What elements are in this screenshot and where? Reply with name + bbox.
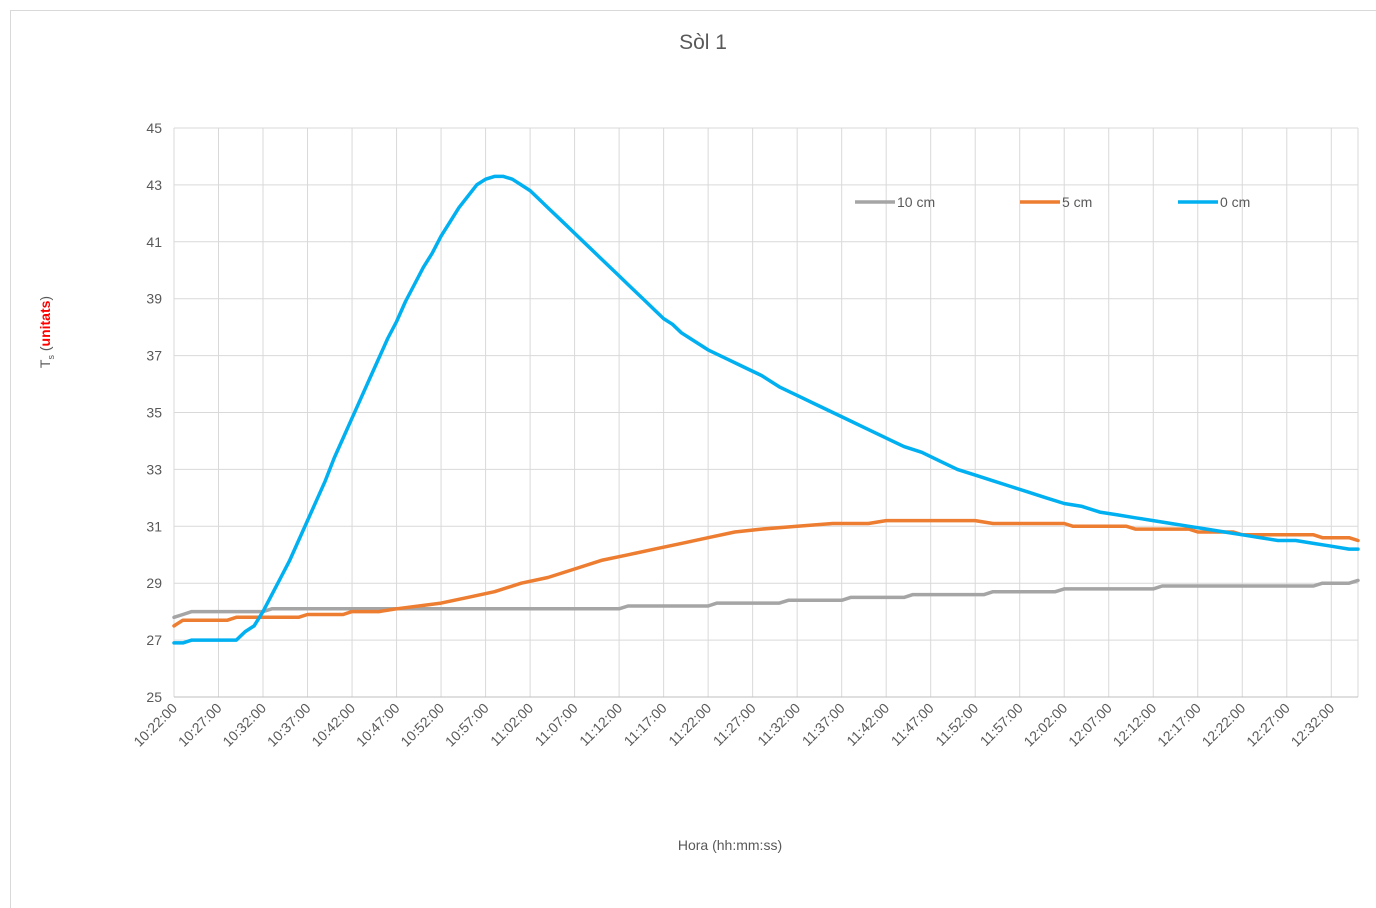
x-tick-label: 11:17:00 — [621, 700, 670, 749]
x-tick-label: 12:27:00 — [1243, 700, 1293, 750]
y-tick-label: 39 — [146, 291, 162, 307]
y-axis-label-unit: unitats — [37, 300, 53, 346]
legend: 10 cm 5 cm 0 cm — [855, 194, 1250, 210]
x-tick-label: 11:32:00 — [754, 700, 803, 749]
x-tick-label: 11:22:00 — [665, 700, 714, 749]
y-tick-label: 45 — [146, 120, 162, 136]
x-tick-label: 12:02:00 — [1020, 700, 1070, 750]
y-axis-label-close: ) — [37, 296, 53, 301]
x-tick-label: 11:52:00 — [932, 700, 981, 749]
chart-grid — [173, 127, 1359, 698]
y-tick-label: 27 — [146, 632, 162, 648]
y-axis-label-sub: s — [46, 355, 56, 360]
x-tick-label: 12:12:00 — [1110, 700, 1160, 750]
y-axis-label: Ts (unitats) — [37, 296, 56, 368]
x-tick-label: 11:07:00 — [532, 700, 581, 749]
x-tick-label: 10:42:00 — [308, 700, 358, 750]
y-tick-label: 43 — [146, 177, 162, 193]
y-tick-label: 41 — [146, 234, 162, 250]
x-tick-label: 11:57:00 — [977, 700, 1026, 749]
x-tick-label: 10:57:00 — [442, 700, 492, 750]
x-tick-label: 10:52:00 — [397, 700, 447, 750]
y-tick-labels: 25 27 29 31 33 35 37 39 41 43 45 — [146, 120, 162, 705]
x-tick-label: 11:27:00 — [710, 700, 759, 749]
x-tick-label: 12:32:00 — [1288, 700, 1338, 750]
x-tick-label: 12:17:00 — [1154, 700, 1204, 750]
chart-frame — [10, 10, 1376, 908]
x-tick-label: 11:47:00 — [888, 700, 937, 749]
y-tick-label: 35 — [146, 405, 162, 421]
y-tick-label: 29 — [146, 575, 162, 591]
x-tick-label: 11:37:00 — [799, 700, 848, 749]
y-axis-label-open: ( — [37, 346, 53, 355]
x-axis-label: Hora (hh:mm:ss) — [678, 837, 782, 853]
x-tick-label: 10:27:00 — [175, 700, 225, 750]
x-tick-label: 10:32:00 — [219, 700, 269, 750]
legend-label: 10 cm — [897, 194, 935, 210]
y-tick-label: 33 — [146, 461, 162, 477]
x-tick-labels: 10:22:0010:27:0010:32:0010:37:0010:42:00… — [130, 700, 1337, 750]
x-tick-label: 11:02:00 — [487, 700, 536, 749]
x-tick-label: 11:42:00 — [843, 700, 892, 749]
x-tick-label: 12:07:00 — [1065, 700, 1115, 750]
y-tick-label: 31 — [146, 518, 162, 534]
x-tick-label: 11:12:00 — [576, 700, 625, 749]
series-line-0-cm — [172, 174, 1360, 645]
x-tick-label: 12:22:00 — [1199, 700, 1249, 750]
legend-label: 5 cm — [1062, 194, 1092, 210]
y-axis-label-main: T — [37, 359, 53, 368]
x-tick-label: 10:47:00 — [353, 700, 403, 750]
series-line-5-cm — [172, 518, 1360, 628]
chart-title: Sòl 1 — [679, 31, 727, 54]
x-tick-label: 10:22:00 — [130, 700, 180, 750]
y-tick-label: 25 — [146, 689, 162, 705]
series-line-10-cm — [172, 578, 1360, 620]
y-tick-label: 37 — [146, 348, 162, 364]
series-layer — [172, 174, 1360, 645]
x-tick-label: 10:37:00 — [264, 700, 314, 750]
legend-label: 0 cm — [1220, 194, 1250, 210]
